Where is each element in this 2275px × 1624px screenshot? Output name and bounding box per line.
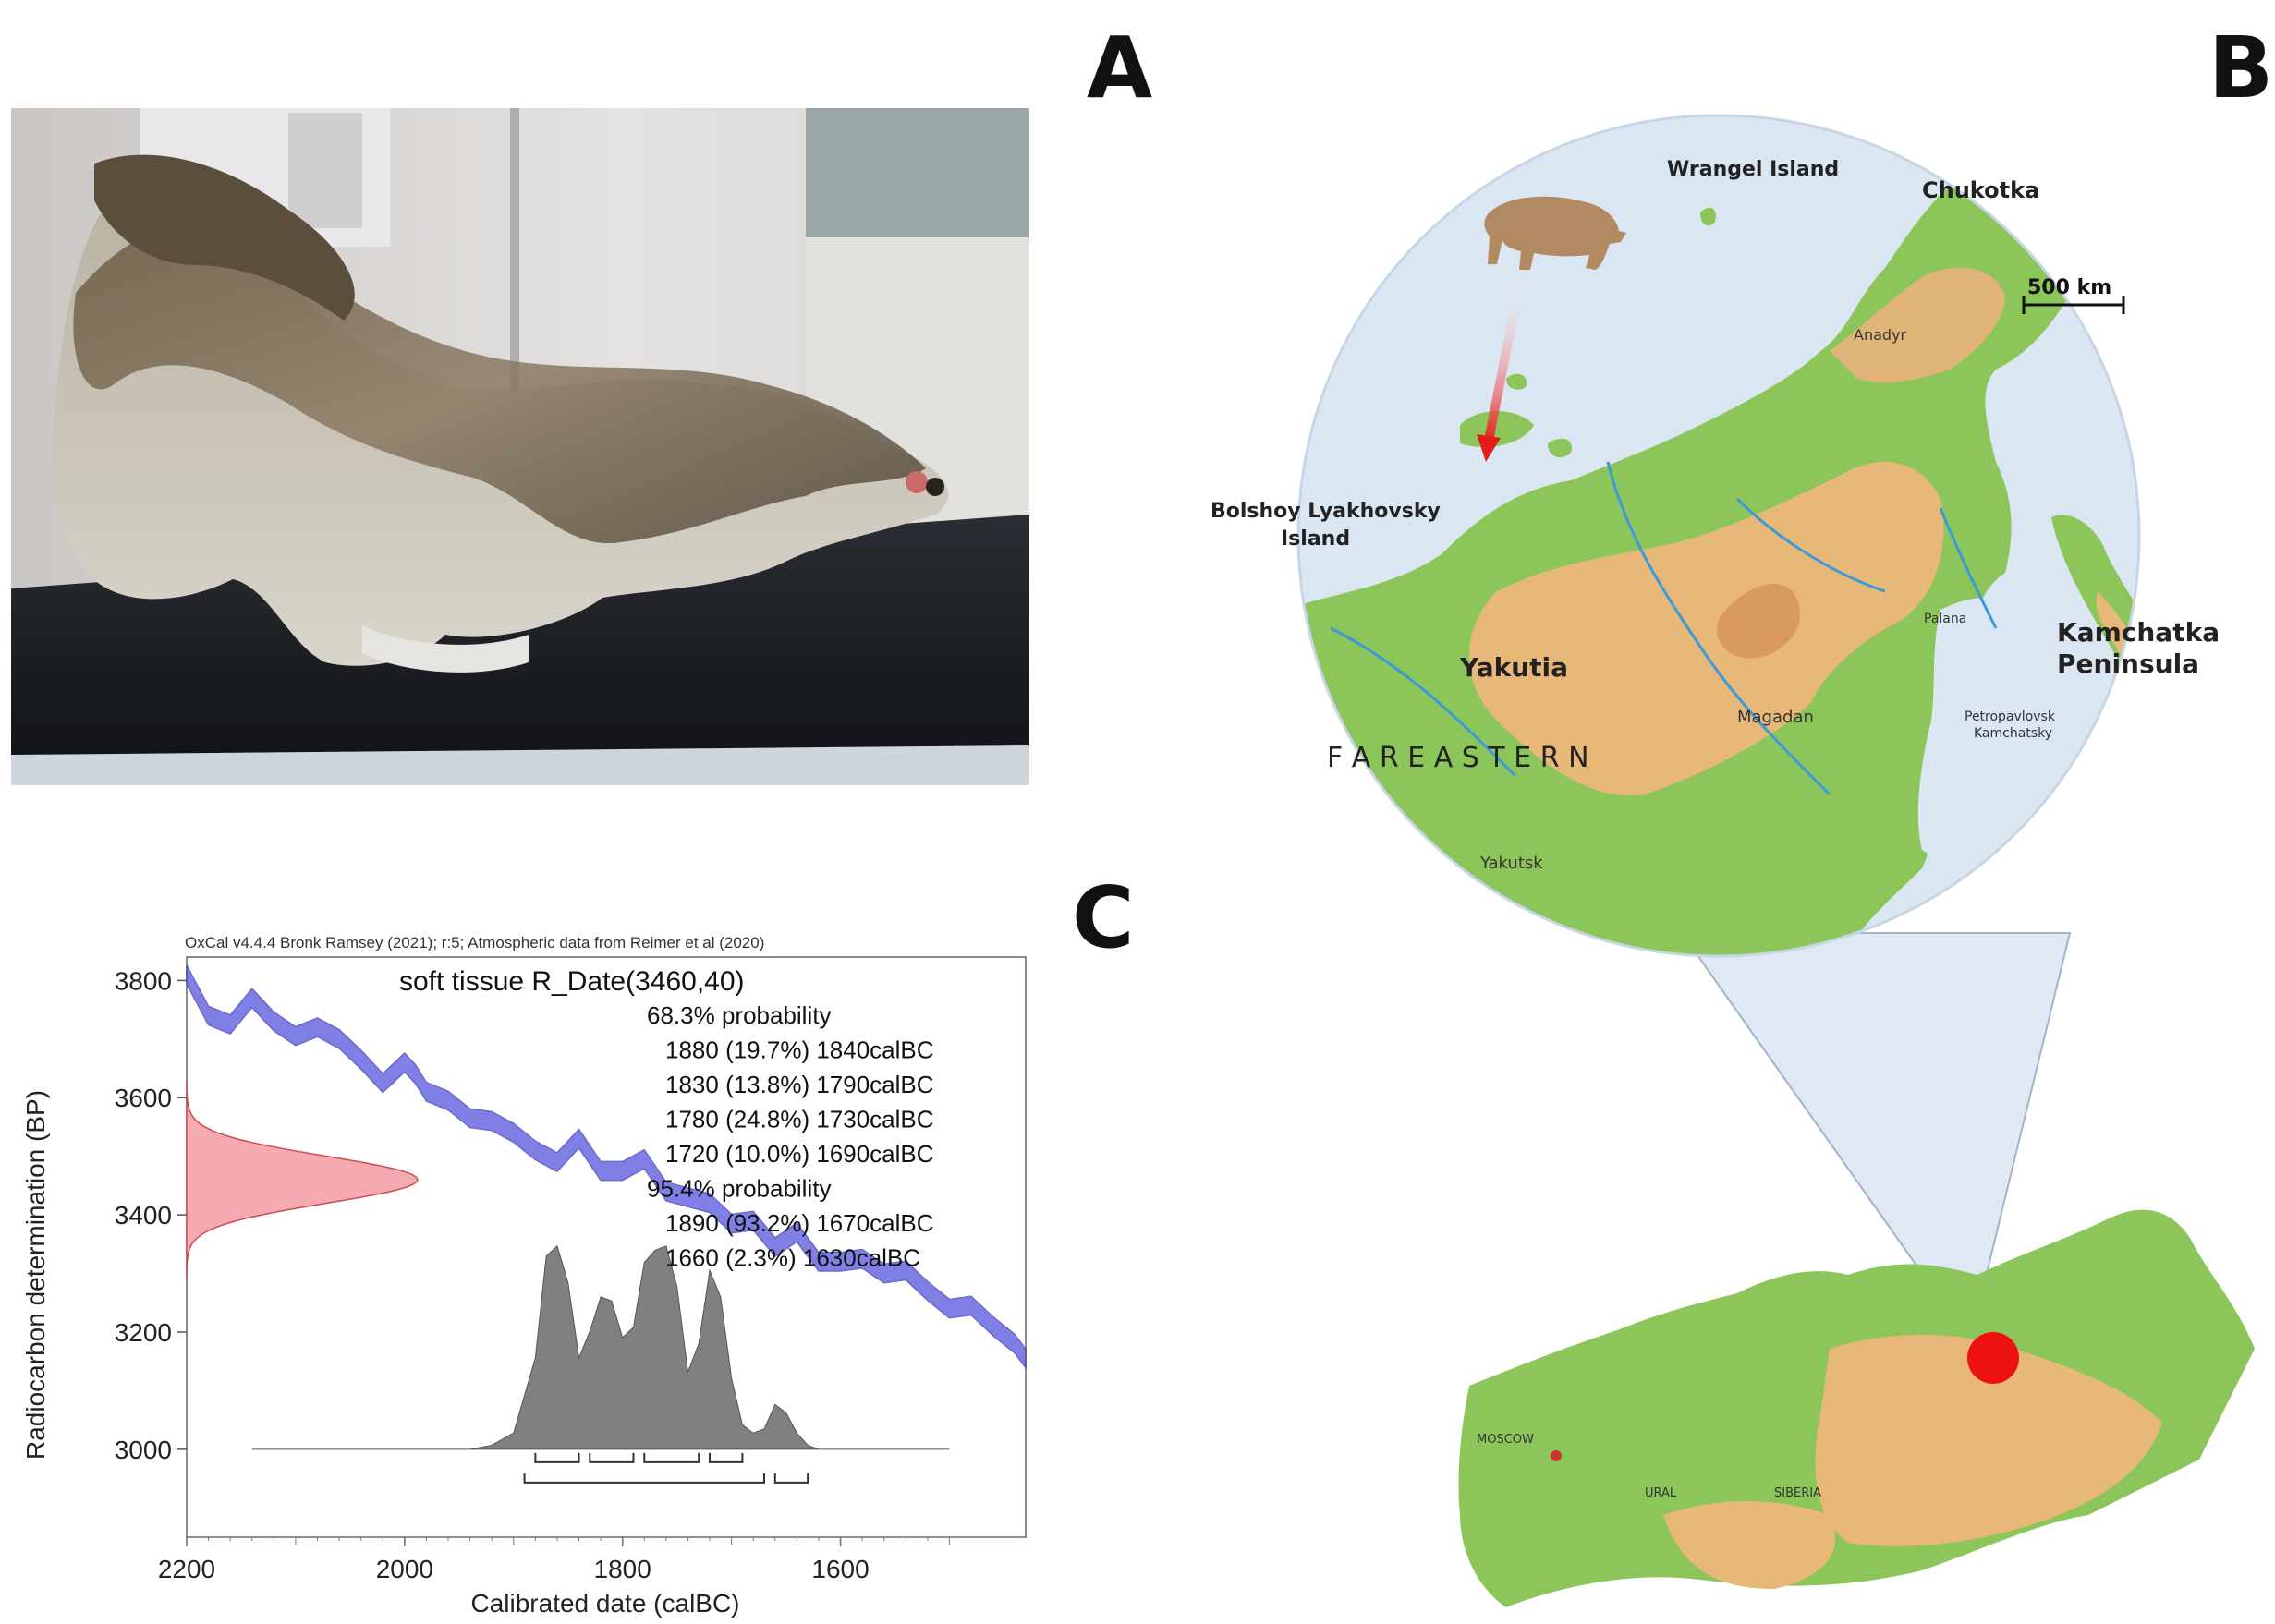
label-anadyr: Anadyr bbox=[1854, 326, 1907, 344]
label-kamchatka-2: Peninsula bbox=[2057, 648, 2199, 679]
x-tick-label-2: 1800 bbox=[594, 1555, 651, 1583]
calibration-curve-band bbox=[186, 964, 1027, 1370]
x-tick-label-3: 1600 bbox=[811, 1555, 869, 1583]
annotation-0: 68.3% probability bbox=[647, 1001, 831, 1029]
y-tick-label-2: 3400 bbox=[115, 1201, 172, 1230]
panel-label-a: A bbox=[1087, 18, 1153, 117]
label-petropavlovsk-1: Petropavlovsk bbox=[1965, 709, 2056, 724]
label-ural: URAL bbox=[1645, 1486, 1677, 1500]
carcass-photo bbox=[11, 108, 1029, 785]
range-95-0 bbox=[523, 1473, 765, 1484]
label-bolshoy-2: Island bbox=[1281, 527, 1350, 551]
range-68-1 bbox=[589, 1452, 635, 1463]
x-tick-label-1: 2000 bbox=[376, 1555, 433, 1583]
y-axis-label: Radiocarbon determination (BP) bbox=[21, 1090, 50, 1460]
panel-label-c: C bbox=[1072, 868, 1135, 967]
range-68-0 bbox=[534, 1452, 580, 1463]
y-tick-label-4: 3800 bbox=[115, 966, 172, 995]
oxcal-calibration-chart: OxCal v4.4.4 Bronk Ramsey (2021); r:5; A… bbox=[21, 934, 1027, 1618]
label-bolshoy-1: Bolshoy Lyakhovsky bbox=[1210, 500, 1441, 523]
x-tick-label-0: 2200 bbox=[158, 1555, 215, 1583]
label-siberia: SIBERIA bbox=[1774, 1486, 1821, 1500]
label-kamchatka-1: Kamchatka bbox=[2057, 617, 2220, 648]
x-axis-label: Calibrated date (calBC) bbox=[470, 1589, 739, 1618]
scale-label: 500 km bbox=[2027, 276, 2111, 299]
annotation-5: 95.4% probability bbox=[647, 1175, 831, 1203]
range-68-2 bbox=[643, 1452, 700, 1463]
y-tick-label-3: 3600 bbox=[115, 1084, 172, 1112]
calibrated-probability-distribution bbox=[251, 1244, 950, 1450]
range-95-1 bbox=[773, 1473, 809, 1484]
annotation-1: 1880 (19.7%) 1840calBC bbox=[665, 1036, 934, 1064]
chart-header: OxCal v4.4.4 Bronk Ramsey (2021); r:5; A… bbox=[185, 934, 764, 951]
location-arrow bbox=[1483, 274, 1526, 446]
annotation-4: 1720 (10.0%) 1690calBC bbox=[665, 1140, 934, 1168]
annotation-6: 1890 (93.2%) 1670calBC bbox=[665, 1209, 934, 1237]
label-yakutsk: Yakutsk bbox=[1479, 854, 1543, 873]
label-magadan: Magadan bbox=[1737, 708, 1814, 727]
label-wrangel-island: Wrangel Island bbox=[1667, 158, 1839, 181]
chart-title: soft tissue R_Date(3460,40) bbox=[399, 966, 745, 997]
location-marker bbox=[1967, 1332, 2019, 1384]
callout-cone bbox=[1680, 932, 2072, 1344]
russia-map bbox=[1458, 1209, 2255, 1607]
annotation-3: 1780 (24.8%) 1730calBC bbox=[665, 1106, 934, 1133]
y-tick-label-0: 3000 bbox=[115, 1436, 172, 1464]
annotation-2: 1830 (13.8%) 1790calBC bbox=[665, 1071, 934, 1098]
range-68-3 bbox=[709, 1452, 744, 1463]
label-palana: Palana bbox=[1924, 612, 1966, 626]
label-yakutia: Yakutia bbox=[1459, 652, 1568, 683]
panel-label-b: B bbox=[2208, 18, 2274, 117]
annotation-7: 1660 (2.3%) 1630calBC bbox=[665, 1244, 920, 1272]
label-chukotka: Chukotka bbox=[1922, 177, 2039, 203]
label-far-eastern: F A R E A S T E R N bbox=[1327, 742, 1589, 774]
scale-bar bbox=[2022, 296, 2125, 314]
radiocarbon-date-distribution bbox=[186, 1080, 419, 1279]
location-map: 500 km Wrangel Island Chukotka Anadyr Bo… bbox=[1210, 114, 2255, 1607]
label-petropavlovsk-2: Kamchatsky bbox=[1974, 726, 2052, 741]
label-moscow: MOSCOW bbox=[1477, 1433, 1534, 1447]
bear-icon bbox=[1484, 196, 1626, 270]
y-tick-label-1: 3200 bbox=[115, 1318, 172, 1347]
magnified-region bbox=[1298, 115, 2139, 956]
